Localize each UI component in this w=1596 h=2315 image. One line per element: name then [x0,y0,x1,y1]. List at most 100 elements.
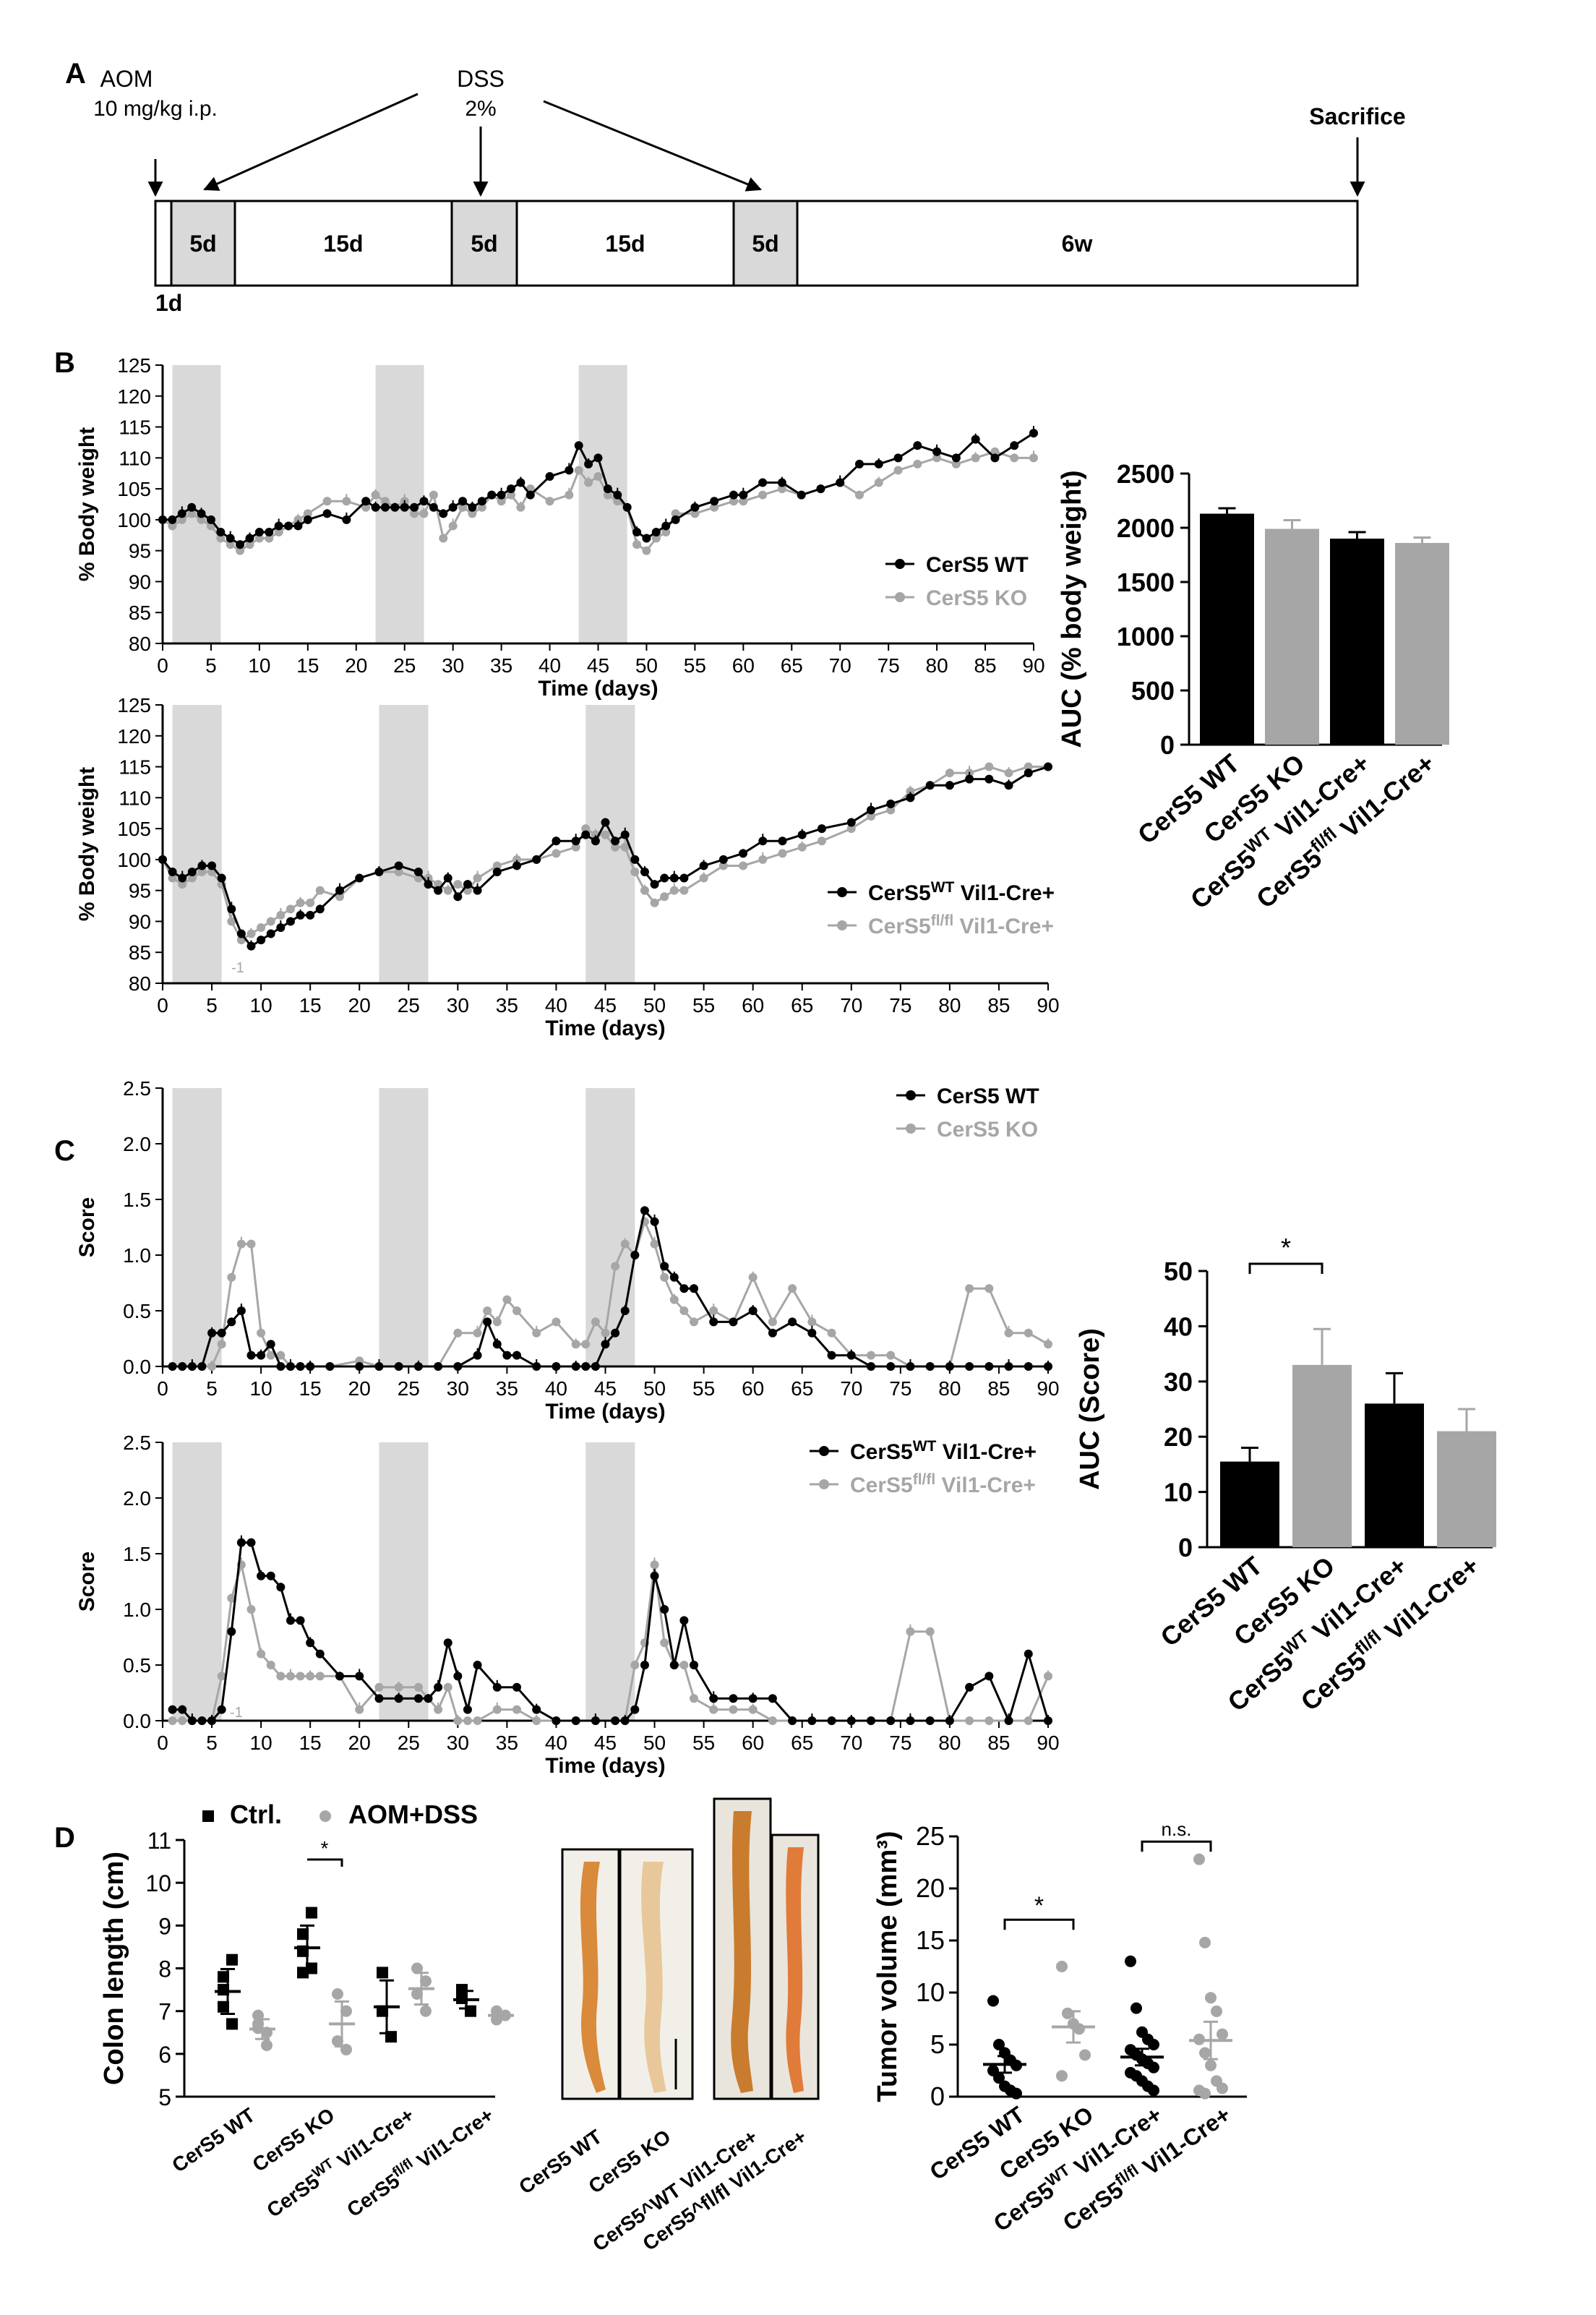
bar [1437,1431,1496,1547]
data-point [434,886,443,895]
data-point [266,1661,275,1669]
data-point [874,459,883,468]
y-tick-label: 15 [916,1925,945,1955]
legend-marker [837,887,847,897]
dss-period-2 [379,1442,429,1721]
data-point [965,1716,974,1725]
y-tick-label: 30 [1164,1367,1193,1397]
data-point [574,441,583,450]
x-tick-label: CerS5fl/fl Vil1-Cre+ [342,2102,498,2221]
data-point [492,1682,502,1692]
data-point [867,1351,875,1360]
tumor-point [1199,2087,1211,2100]
data-point [758,855,768,864]
data-point [429,502,438,512]
x-tick-label: 75 [889,994,911,1017]
x-tick-label: 20 [348,1377,371,1400]
dss-period-1 [172,705,222,983]
data-point [236,929,246,938]
chart-b-body-weight-vil1: 0 5 10 15 20 25 30 35 40 45 50 55 60 65 70 75 80 85 90 80 85… [75,694,1060,1040]
data-point [458,497,468,506]
y-tick-label: 100 [117,849,151,871]
panel-a: A AOM 10 mg/kg i.p. DSS 2% Sacrifice 5d … [65,58,1406,316]
data-point [867,1362,875,1371]
x-tick-label: CerS5WT Vil1-Cre+ [262,2102,419,2222]
dss-pct-label: 2% [465,97,496,121]
x-axis-label: Time (days) [545,1400,665,1424]
x-tick-label: 40 [539,654,561,677]
significance-bracket [1141,1840,1212,1852]
data-point [984,1672,994,1681]
data-point [945,1362,954,1371]
data-point [257,1351,266,1360]
data-point [971,435,980,444]
data-point [266,1340,275,1349]
x-tick-label: 50 [643,1732,666,1754]
data-point [473,1351,482,1360]
data-point [603,490,612,500]
data-point [739,849,748,858]
data-point [660,1638,669,1648]
x-tick-label: 40 [545,1377,567,1400]
data-point [342,515,351,524]
data-point [874,478,883,487]
bar [1395,543,1449,745]
data-point [1044,1362,1052,1371]
data-point [473,1661,482,1669]
data-point [642,546,651,555]
data-point [709,1306,718,1315]
significance-bracket [307,1858,343,1867]
data-point [552,836,561,846]
data-point [217,1672,226,1681]
y-axis-label: % Body weight [75,767,99,921]
chart-c-score-vil1: 0 5 10 15 20 25 30 35 40 45 50 55 60 65 70 75 80 85 90 0.0 0… [75,1432,1060,1778]
data-point [679,886,689,895]
x-tick-label: 35 [496,994,518,1017]
y-axis-label: AUC (Score) [1075,1328,1105,1490]
x-tick-label: 0 [157,994,168,1017]
data-point [709,1705,718,1714]
y-axis-label: Tumor volume (mm³) [872,1831,903,2102]
data-point [671,509,680,518]
data-point [355,873,364,883]
x-tick-label: 10 [248,654,270,677]
data-point [424,1694,433,1703]
data-point [178,1362,187,1371]
y-tick-label: 105 [117,478,151,500]
dss-period-2 [379,1088,429,1366]
data-point [187,509,197,518]
x-tick-label: 75 [889,1377,911,1400]
data-point [257,1328,266,1338]
data-point [640,1661,649,1669]
data-point [492,861,502,870]
data-point [197,861,207,870]
y-tick-label: 2.0 [123,1487,151,1510]
data-point [571,1716,580,1725]
data-point [276,1351,286,1360]
data-point [817,836,826,846]
data-point [371,502,380,512]
legend-marker [895,592,905,602]
tumor-point [1056,1961,1068,1972]
y-tick-label: 80 [129,972,151,995]
ctrl-point [226,2018,238,2030]
x-tick-label: 20 [348,1732,371,1754]
data-point [650,1571,659,1580]
data-point [893,453,903,463]
ctrl-point [218,1971,229,1983]
y-tick-label: 10 [1164,1478,1193,1507]
data-point [671,515,680,524]
data-point [453,1362,463,1371]
tumor-point [1205,1992,1217,2004]
data-point [571,836,580,846]
tumor-point [1199,2047,1211,2059]
data-point [532,855,541,864]
y-tick-label: 1000 [1117,622,1175,651]
x-tick-label: 90 [1022,654,1044,677]
data-point [448,521,458,531]
data-point [306,898,315,907]
data-point [886,805,896,815]
significance-bracket [1003,1918,1075,1930]
data-point [827,1328,836,1338]
